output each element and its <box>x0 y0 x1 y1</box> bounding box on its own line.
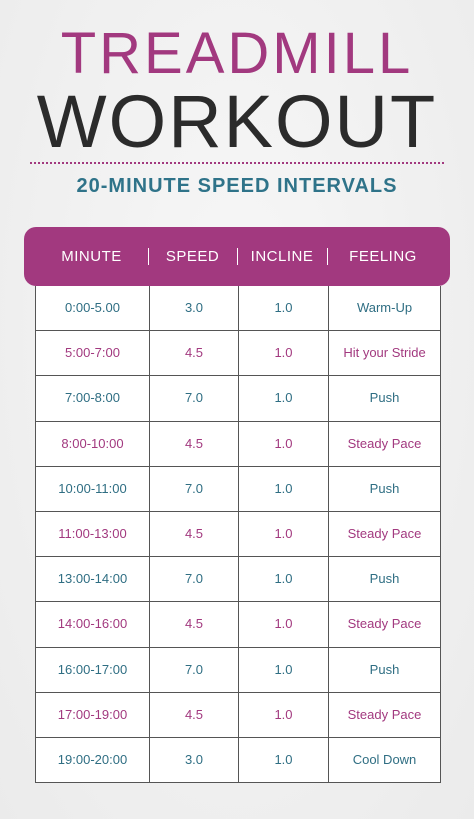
separator <box>148 248 149 265</box>
table-cell: 1.0 <box>238 331 328 376</box>
separator <box>237 248 238 265</box>
table-cell: 1.0 <box>238 286 328 331</box>
table-cell: 11:00-13:00 <box>58 525 127 541</box>
table-cell: 1.0 <box>238 376 328 421</box>
table-cell: Push <box>328 466 440 511</box>
table-cell: Steady Pace <box>328 692 440 737</box>
table-row: 11:00-13:00 4.5 1.0 Steady Pace <box>36 511 440 558</box>
table-cell: 4.5 <box>149 331 238 376</box>
table-cell: 17:00-19:00 <box>57 706 128 722</box>
table-cell: 1.0 <box>238 647 328 692</box>
table-cell: Warm-Up <box>328 286 440 331</box>
separator <box>327 248 328 265</box>
table-cell: 0:00-5.00 <box>65 300 120 315</box>
subtitle: 20-MINUTE SPEED INTERVALS <box>76 175 398 197</box>
table-row: 8:00-10:00 4.5 1.0 Steady Pace <box>36 421 440 467</box>
table-row: 5:00-7:00 4.5 1.0 Hit your Stride <box>36 331 440 377</box>
table-cell: 1.0 <box>238 737 328 783</box>
table-row: 16:00-17:00 7.0 1.0 Push <box>36 647 440 693</box>
column-header: INCLINE <box>250 248 314 265</box>
table-cell: 10:00-11:00 <box>58 480 127 496</box>
table-cell: 1.0 <box>238 602 328 647</box>
table-cell: Cool Down <box>328 737 440 783</box>
table-row: 14:00-16:00 4.5 1.0 Steady Pace <box>36 602 440 648</box>
table-cell: 4.5 <box>149 692 238 737</box>
table-cell: Steady Pace <box>328 421 440 466</box>
table-cell: 7.0 <box>149 466 238 511</box>
table-cell: 16:00-17:00 <box>57 661 128 677</box>
column-header: SPEED <box>165 248 220 265</box>
title: TREADMILL <box>60 21 414 86</box>
table-cell: Push <box>328 647 440 692</box>
table-cell: 3.0 <box>149 737 238 783</box>
table-cell: Hit your Stride <box>328 331 440 376</box>
table: 0:00-5.00 3.0 1.0 Warm-Up 5:00-7:00 4.5 1.0 Hit… <box>35 286 441 784</box>
table-cell: Steady Pace <box>328 511 440 557</box>
table-cell: 7.0 <box>149 376 238 421</box>
table-cell: 7.0 <box>149 647 238 692</box>
table-cell: 1.0 <box>238 692 328 737</box>
table-row: 13:00-14:00 7.0 1.0 Push <box>36 557 440 603</box>
table-cell: 4.5 <box>149 511 238 557</box>
table-cell: 4.5 <box>149 602 238 647</box>
table-header: MINUTE SPEED INCLINE FEELING <box>24 227 450 286</box>
table-cell: Steady Pace <box>328 602 440 647</box>
table-cell: 13:00-14:00 <box>57 571 128 587</box>
column-header: FEELING <box>349 248 417 265</box>
table-cell: 3.0 <box>149 286 238 331</box>
title: WORKOUT <box>36 80 438 163</box>
column-header: MINUTE <box>61 248 122 265</box>
table-cell: Push <box>328 376 440 421</box>
table-row: 0:00-5.00 3.0 1.0 Warm-Up <box>36 286 440 332</box>
table-cell: 7.0 <box>149 557 238 602</box>
table-cell: 8:00-10:00 <box>61 435 124 451</box>
table-cell: 1.0 <box>238 557 328 602</box>
table-cell: 19:00-20:00 <box>57 751 128 767</box>
table-cell: 1.0 <box>238 466 328 511</box>
divider <box>30 162 444 164</box>
table-cell: 4.5 <box>149 421 238 466</box>
table-cell: 1.0 <box>238 511 328 557</box>
table-cell: 5:00-7:00 <box>65 345 120 361</box>
table-row: 19:00-20:00 3.0 1.0 Cool Down <box>36 737 440 784</box>
table-row: 10:00-11:00 7.0 1.0 Push <box>36 466 440 512</box>
table-cell: 1.0 <box>238 421 328 466</box>
table-row: 7:00-8:00 7.0 1.0 Push <box>36 376 440 422</box>
table-row: 17:00-19:00 4.5 1.0 Steady Pace <box>36 692 440 738</box>
table-cell: 14:00-16:00 <box>57 616 128 632</box>
table-cell: 7:00-8:00 <box>65 390 120 406</box>
table-cell: Push <box>328 557 440 602</box>
